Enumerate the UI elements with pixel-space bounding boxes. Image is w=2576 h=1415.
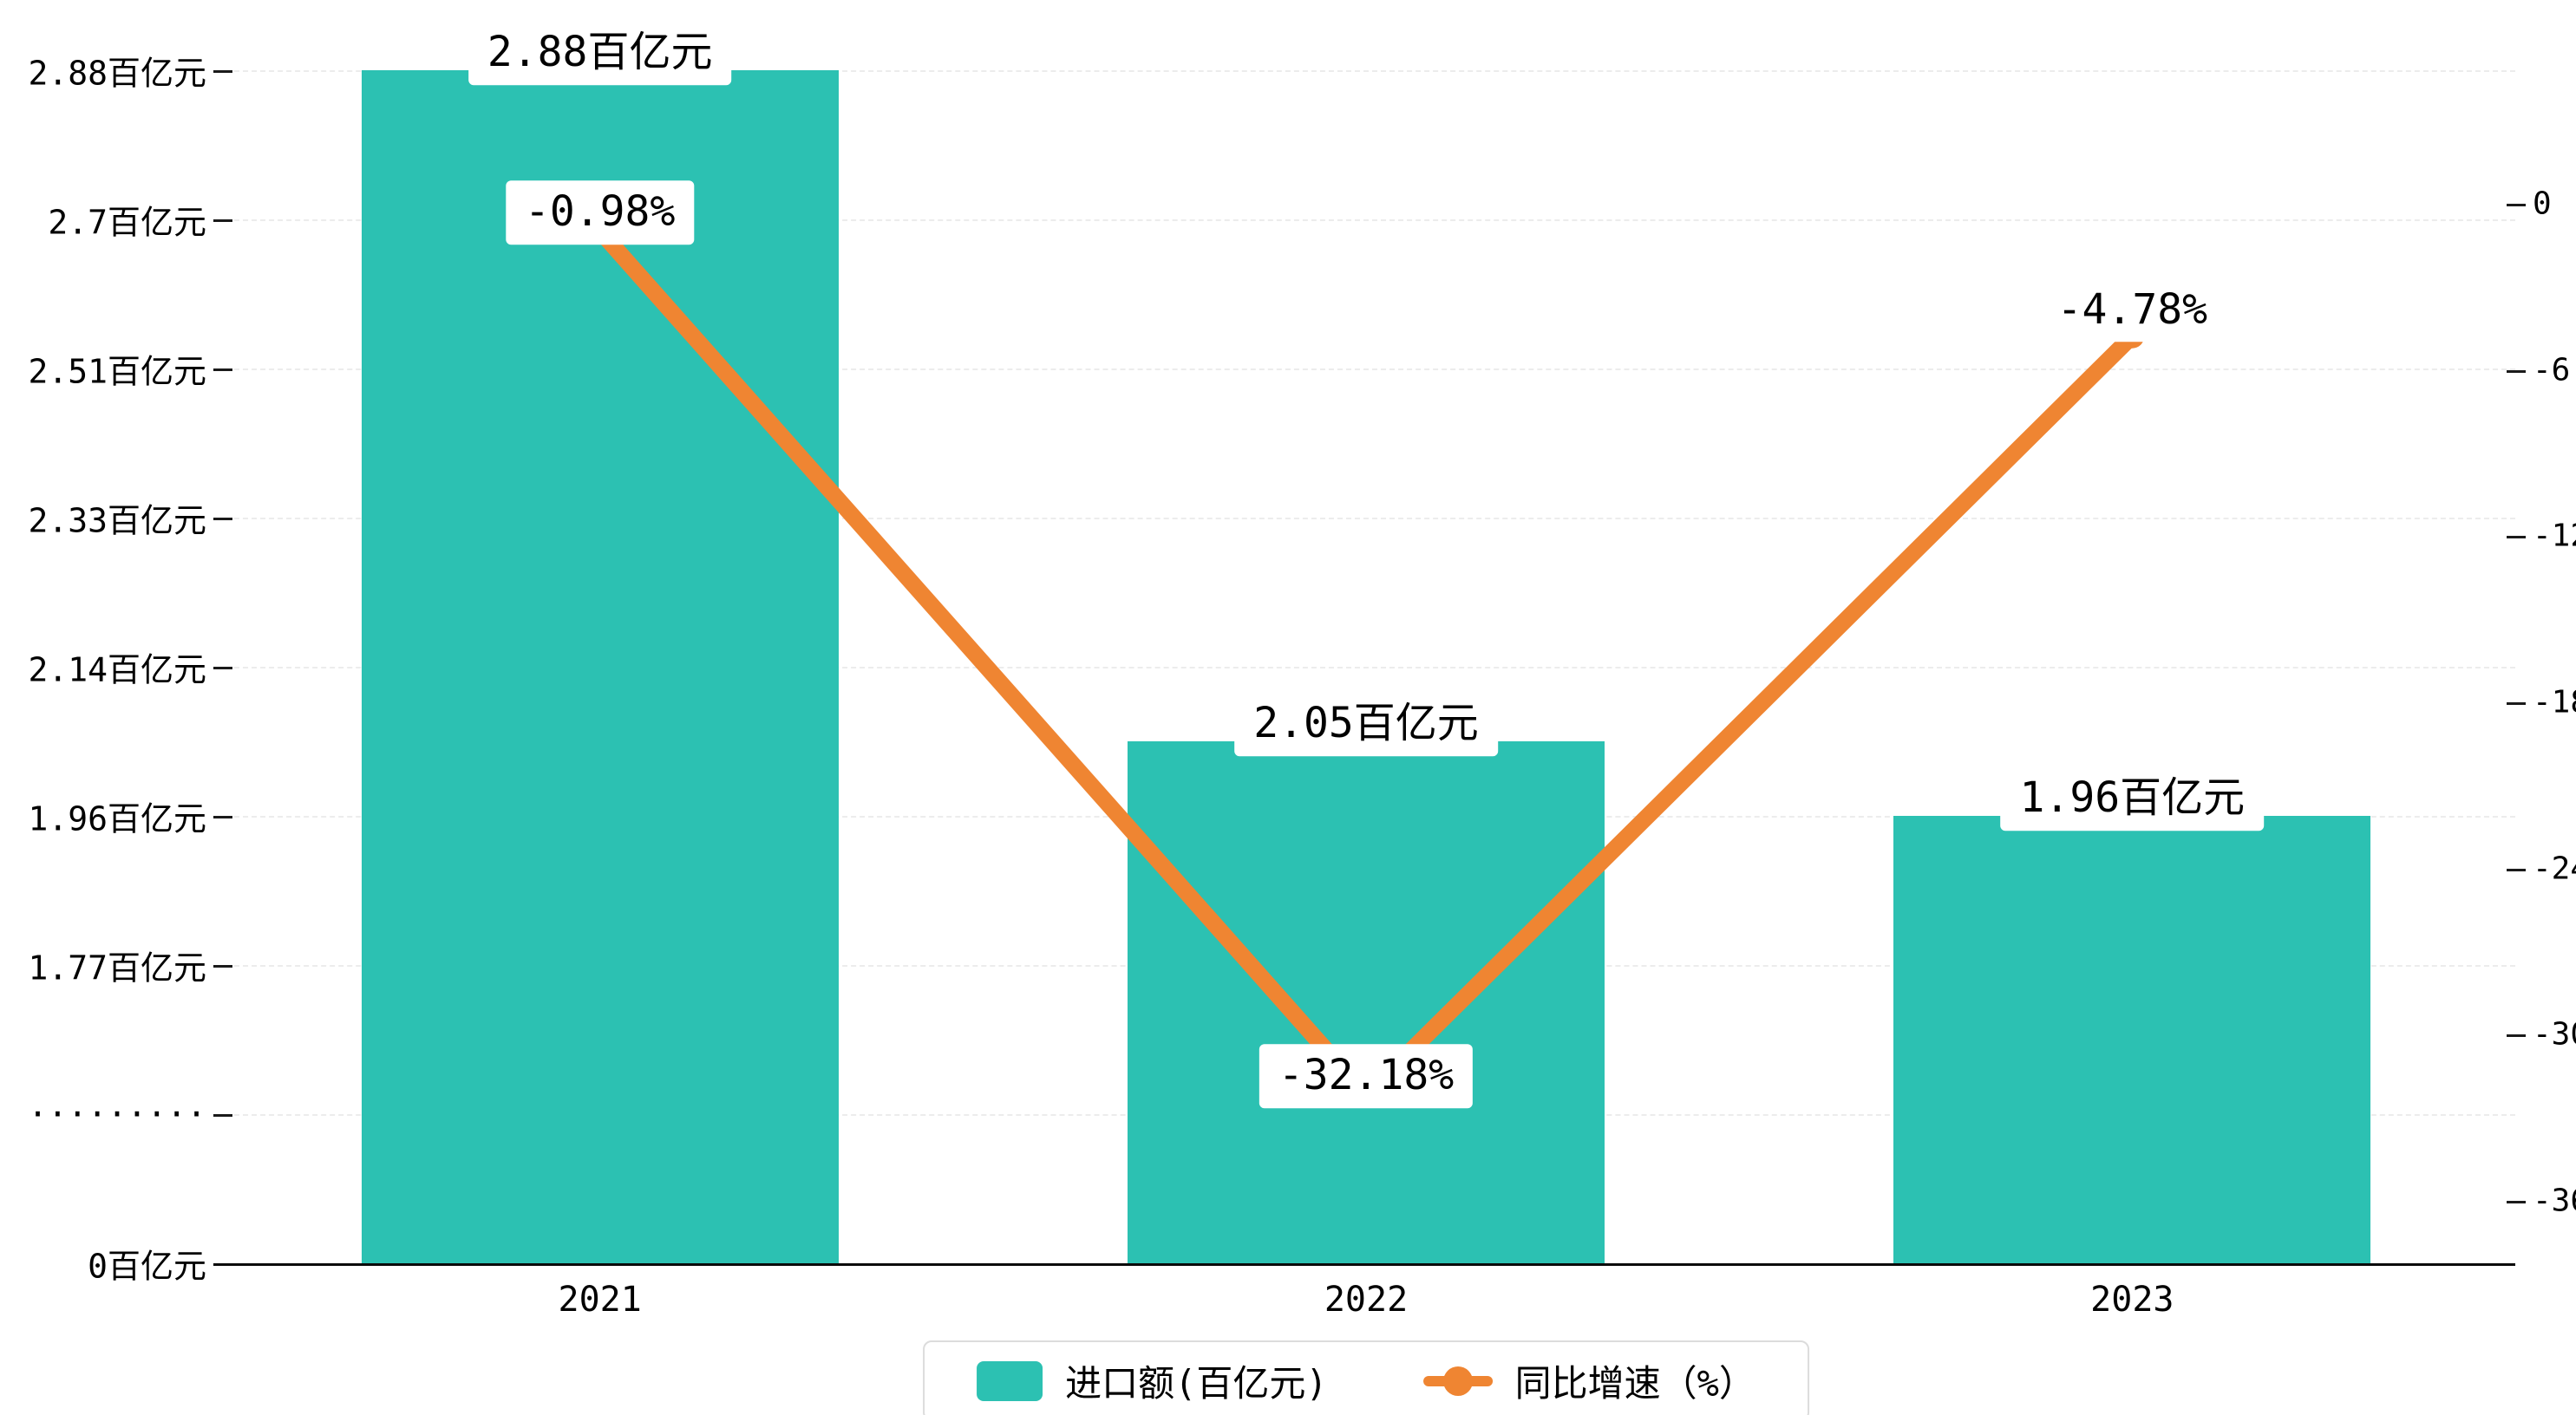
left-axis-tick-label: ········· bbox=[28, 1095, 206, 1133]
right-axis-tick bbox=[2507, 868, 2526, 871]
growth-value-label-2023: -4.78% bbox=[2037, 277, 2227, 342]
gridline bbox=[217, 667, 2515, 668]
legend-item-growth-rate[interactable]: 同比增速（%） bbox=[1422, 1354, 1755, 1407]
legend-item-import-amount[interactable]: 进口额(百亿元) bbox=[977, 1354, 1328, 1407]
left-axis-tick bbox=[213, 965, 232, 968]
left-axis-tick-label: 2.33百亿元 bbox=[28, 501, 206, 540]
right-axis-tick-label: -36 bbox=[2533, 1183, 2576, 1219]
line-swatch-dot bbox=[1442, 1366, 1473, 1396]
bar-2023 bbox=[1893, 816, 2371, 1263]
gridline bbox=[217, 368, 2515, 370]
bar-value-label-2021: 2.88百亿元 bbox=[467, 21, 732, 85]
left-axis-tick-label: 1.96百亿元 bbox=[28, 799, 206, 838]
right-axis-tick bbox=[2507, 536, 2526, 539]
right-axis-tick bbox=[2507, 702, 2526, 705]
gridline bbox=[217, 70, 2515, 72]
line-series-swatch-icon bbox=[1422, 1361, 1493, 1401]
gridline bbox=[217, 219, 2515, 221]
bar-series-swatch-icon bbox=[977, 1360, 1043, 1401]
left-axis-tick-label: 2.51百亿元 bbox=[28, 352, 206, 391]
right-axis-tick-label: -18 bbox=[2533, 684, 2576, 721]
right-axis-tick-label: -6 bbox=[2533, 352, 2571, 388]
right-axis-tick bbox=[2507, 1034, 2526, 1038]
left-axis-tick bbox=[213, 667, 232, 669]
x-axis-label-2021: 2021 bbox=[558, 1280, 642, 1320]
left-axis-tick bbox=[213, 816, 232, 818]
legend-label-growth-rate: 同比增速（%） bbox=[1514, 1362, 1755, 1405]
bar-2021 bbox=[361, 70, 839, 1263]
left-axis-tick-label: 2.7百亿元 bbox=[48, 203, 206, 242]
bar-value-label-2023: 1.96百亿元 bbox=[2000, 766, 2265, 831]
legend: 进口额(百亿元) 同比增速（%） bbox=[923, 1340, 1809, 1415]
left-axis-tick bbox=[213, 219, 232, 222]
right-axis-tick-label: -30 bbox=[2533, 1016, 2576, 1053]
left-axis-tick bbox=[213, 70, 232, 73]
x-axis-label-2022: 2022 bbox=[1324, 1280, 1409, 1320]
gridline bbox=[217, 518, 2515, 519]
left-axis-tick bbox=[213, 1114, 232, 1117]
right-axis-tick bbox=[2507, 369, 2526, 373]
right-axis-tick bbox=[2507, 204, 2526, 206]
growth-value-label-2022: -32.18% bbox=[1259, 1044, 1474, 1108]
right-axis-tick bbox=[2507, 1201, 2526, 1203]
left-axis-tick-label: 0百亿元 bbox=[88, 1247, 206, 1286]
left-axis-tick-label: 2.88百亿元 bbox=[28, 54, 206, 93]
x-axis-label-2023: 2023 bbox=[2090, 1280, 2174, 1320]
right-axis-tick-label: 0 bbox=[2533, 186, 2552, 222]
bar-2022 bbox=[1128, 741, 1605, 1263]
left-axis-tick bbox=[213, 518, 232, 520]
right-axis-tick-label: -24 bbox=[2533, 851, 2576, 887]
left-axis-tick bbox=[213, 368, 232, 371]
left-axis-tick-label: 1.77百亿元 bbox=[28, 949, 206, 988]
bar-value-label-2022: 2.05百亿元 bbox=[1234, 692, 1498, 756]
growth-value-label-2021: -0.98% bbox=[505, 180, 695, 245]
left-axis-tick-label: 2.14百亿元 bbox=[28, 650, 206, 689]
x-axis-line bbox=[213, 1263, 2515, 1266]
legend-label-import-amount: 进口额(百亿元) bbox=[1065, 1362, 1328, 1405]
right-axis-tick-label: -12 bbox=[2533, 518, 2576, 554]
